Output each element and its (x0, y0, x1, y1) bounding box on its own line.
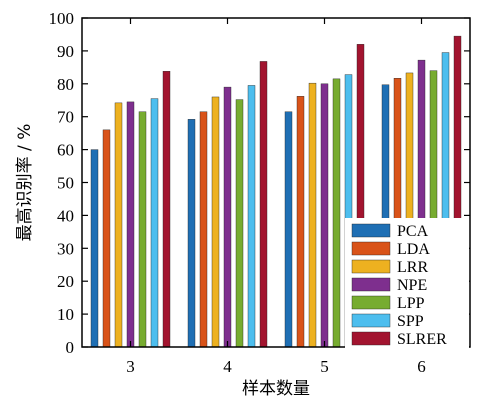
bar-slrer-3 (162, 71, 171, 348)
legend-swatch-lrr (351, 259, 391, 274)
x-tick-label: 6 (417, 357, 426, 376)
bar-lrr-4 (211, 96, 220, 348)
legend-swatch-lpp (351, 295, 391, 310)
bar-lda-4 (199, 111, 208, 348)
y-tick-label: 100 (49, 9, 75, 28)
bar-spp-3 (150, 98, 159, 348)
x-tick-label: 3 (126, 357, 135, 376)
y-tick-label: 70 (57, 108, 74, 127)
bar-npe-5 (320, 83, 329, 348)
bar-lpp-3 (138, 111, 147, 348)
legend-label-lda: LDA (397, 241, 430, 258)
bar-lda-5 (296, 96, 305, 348)
bar-lpp-4 (235, 99, 244, 348)
legend-label-lpp: LPP (397, 295, 425, 312)
y-tick-label: 60 (57, 141, 74, 160)
bar-lrr-5 (308, 82, 317, 348)
legend-swatch-slrer (351, 331, 391, 346)
legend-label-pca: PCA (397, 223, 429, 240)
legend-label-spp: SPP (397, 313, 424, 330)
legend-label-npe: NPE (397, 277, 427, 294)
legend-label-lrr: LRR (397, 259, 428, 276)
bar-lrr-3 (114, 102, 123, 348)
bar-pca-5 (284, 111, 293, 348)
y-tick-label: 90 (57, 42, 74, 61)
y-tick-label: 40 (57, 206, 74, 225)
y-tick-label: 0 (66, 338, 75, 357)
y-tick-label: 30 (57, 239, 74, 258)
y-tick-label: 50 (57, 174, 74, 193)
bar-lda-3 (102, 129, 111, 348)
legend-swatch-spp (351, 313, 391, 328)
x-tick-label: 4 (223, 357, 232, 376)
y-tick-label: 10 (57, 305, 74, 324)
y-tick-label: 80 (57, 75, 74, 94)
legend-swatch-pca (351, 223, 391, 238)
bar-npe-4 (223, 86, 232, 348)
y-tick-label: 20 (57, 272, 74, 291)
bar-spp-4 (247, 85, 256, 348)
bar-lpp-5 (332, 78, 341, 348)
legend-swatch-npe (351, 277, 391, 292)
x-tick-label: 5 (320, 357, 329, 376)
bar-pca-4 (187, 119, 196, 348)
bar-npe-3 (126, 101, 135, 348)
bar-slrer-4 (259, 61, 268, 348)
bar-pca-3 (90, 149, 99, 348)
bars-group (90, 35, 462, 348)
legend-swatch-lda (351, 241, 391, 256)
legend-label-slrer: SLRER (397, 331, 447, 348)
y-axis-title: 最高识别率 / % (15, 124, 35, 242)
x-axis-title: 样本数量 (242, 379, 310, 399)
